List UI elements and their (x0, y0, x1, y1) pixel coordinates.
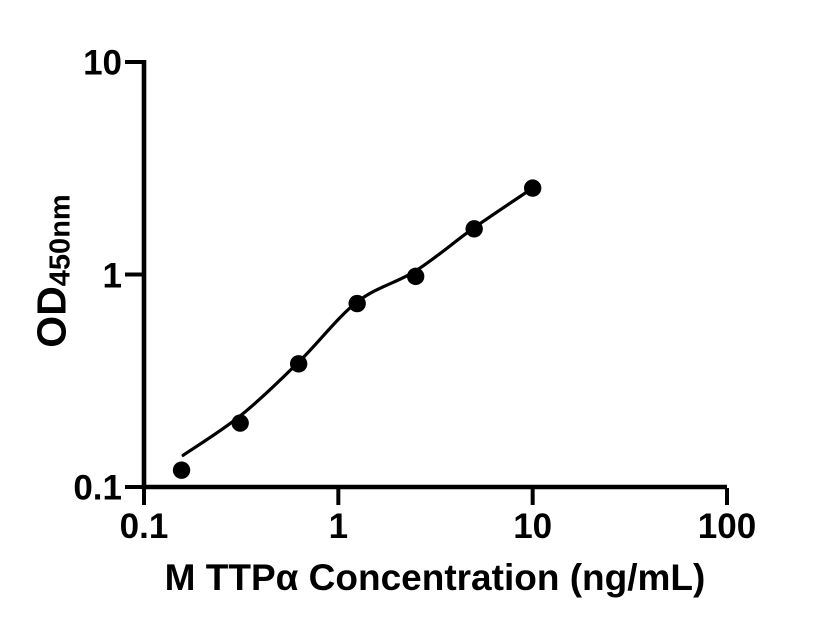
data-point (406, 267, 425, 286)
axes-spine (141, 60, 727, 490)
y-axis-title-main: OD (28, 286, 75, 348)
data-point (523, 179, 542, 197)
data-point (465, 220, 483, 238)
data-point (289, 355, 308, 373)
x-axis-title: M TTPα Concentration (ng/mL) (164, 557, 706, 598)
y-axis-title: OD450nm (28, 194, 77, 348)
y-axis-title-subscript: 450nm (44, 194, 77, 287)
data-point (348, 294, 366, 313)
data-point (231, 414, 249, 432)
data-point (172, 461, 191, 479)
